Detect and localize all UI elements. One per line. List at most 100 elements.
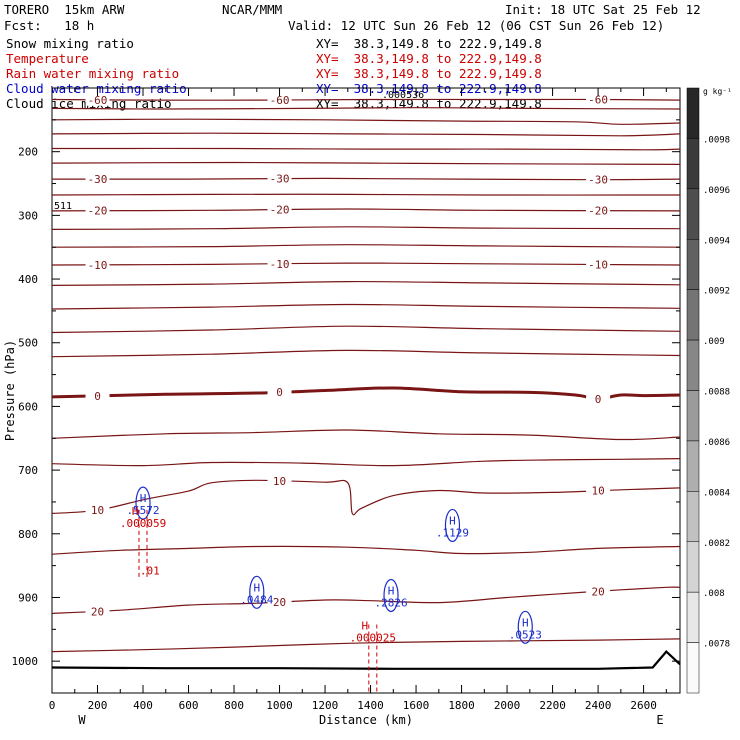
temperature-contour (51, 349, 681, 358)
contour-label: 10 (591, 485, 604, 498)
contour-label: -10 (588, 259, 608, 272)
temperature-contour (51, 280, 681, 286)
cloud-water-contour (249, 575, 265, 609)
init-time: Init: 18 UTC Sat 25 Feb 12 (505, 2, 701, 17)
y-tick-label: 1000 (12, 655, 39, 668)
cloud-water-max-value: .0523 (509, 628, 542, 641)
x-tick-label: 1000 (266, 699, 293, 712)
overlay-value: .000536 (382, 90, 425, 101)
temperature-contour (51, 458, 681, 467)
cloud-water-max-marker: H (253, 581, 260, 594)
forecast-hour: Fcst: 18 h (4, 18, 95, 33)
colorbar-segment (686, 87, 700, 139)
temperature-contour (51, 193, 681, 196)
contour-label-bg (267, 172, 292, 185)
contour-label: 10 (91, 504, 104, 517)
x-tick-label: 800 (224, 699, 244, 712)
contour-label: 20 (273, 596, 286, 609)
side-marker-label: 511 (54, 201, 72, 212)
x-tick-label: 200 (88, 699, 108, 712)
colorbar-tick-label: .0088 (703, 388, 730, 398)
contour-label-bg (586, 392, 611, 405)
x-tick-label: 2200 (539, 699, 566, 712)
contour-label: -20 (588, 205, 608, 218)
field-xy-snow: XY= 38.3,149.8 to 222.9,149.8 (316, 36, 542, 51)
temperature-contour (51, 429, 681, 441)
contour-label-bg (267, 474, 292, 487)
y-tick-label: 600 (18, 400, 38, 413)
plot-frame (51, 87, 681, 694)
contour-label: -60 (88, 94, 108, 107)
contour-label: 20 (591, 585, 604, 598)
contour-label: -60 (270, 94, 290, 107)
contour-label-bg (85, 504, 110, 517)
cloud-water-max-marker: H (140, 492, 147, 505)
x-tick-label: 2000 (494, 699, 521, 712)
contour-label: 0 (276, 386, 283, 399)
rain-max-value: .000059 (120, 517, 166, 530)
cloud-water-max-value: .5572 (126, 504, 159, 517)
cloud-water-max-value: .1129 (436, 526, 469, 539)
y-tick-label: 700 (18, 464, 38, 477)
contour-label-bg (586, 204, 611, 217)
colorbar-segment (686, 138, 700, 190)
x-tick-label: 1400 (357, 699, 384, 712)
contour-label-bg (586, 173, 611, 186)
temperature-contour (51, 638, 681, 653)
colorbar-tick-label: .0092 (703, 287, 730, 297)
cloud-water-contour (517, 610, 533, 644)
colorbar-segment (686, 591, 700, 643)
terrain-line (51, 650, 681, 670)
rain-max-marker: H (362, 620, 369, 633)
colorbar-units: g kg⁻¹ (703, 87, 732, 96)
field-xy-temperature: XY= 38.3,149.8 to 222.9,149.8 (316, 51, 542, 66)
contour-label: -30 (270, 173, 290, 186)
y-axis-title: Pressure (hPa) (3, 340, 17, 441)
rain-water-contour (368, 624, 378, 693)
cloud-water-contour (135, 486, 151, 520)
contour-label-bg (586, 93, 611, 106)
contour-label: -20 (270, 204, 290, 217)
contour-label: -60 (588, 93, 608, 106)
contour-label: -30 (588, 174, 608, 187)
temperature-contour (51, 325, 681, 334)
colorbar-tick-label: .0082 (703, 539, 730, 549)
rain-max-value: .01 (140, 565, 160, 578)
colorbar-segment (686, 642, 700, 694)
temperature-contour (51, 98, 681, 101)
x-tick-label: 2400 (585, 699, 612, 712)
contour-label-bg (586, 484, 611, 497)
contour-label-bg (85, 173, 110, 186)
contour-label: 20 (91, 605, 104, 618)
x-axis-title: Distance (km) (319, 713, 413, 727)
contour-label-bg (85, 605, 110, 618)
contour-label-bg (85, 93, 110, 106)
contour-label: 0 (595, 393, 602, 406)
contour-label: -30 (88, 173, 108, 186)
contour-label-bg (267, 93, 292, 106)
temperature-contour (51, 262, 681, 266)
temperature-contour (51, 586, 681, 614)
temperature-contour (51, 208, 681, 212)
temperature-contour (51, 226, 681, 230)
cloud-water-contour (383, 578, 399, 613)
temperature-contour (51, 161, 681, 165)
temperature-contour (51, 118, 681, 125)
organization-label: NCAR/MMM (222, 2, 283, 17)
contour-label: 0 (94, 390, 101, 403)
valid-time: Valid: 12 UTC Sun 26 Feb 12 (06 CST Sun … (288, 18, 665, 33)
temperature-contour (51, 147, 681, 151)
colorbar-tick-label: .0086 (703, 438, 730, 448)
temperature-contour (51, 244, 681, 248)
x-tick-label: 400 (133, 699, 153, 712)
colorbar-segment (686, 440, 700, 492)
temperature-contour (51, 386, 681, 401)
colorbar-tick-label: .0084 (703, 488, 730, 498)
colorbar-tick-label: .0098 (703, 135, 730, 145)
field-name-temperature: Temperature (6, 51, 89, 66)
field-name-cloud-water: Cloud water mixing ratio (6, 81, 187, 96)
contour-label-bg (586, 585, 611, 598)
contour-label-bg (267, 386, 292, 399)
model-title: TORERO 15km ARW (4, 2, 125, 17)
contour-label-bg (586, 258, 611, 271)
